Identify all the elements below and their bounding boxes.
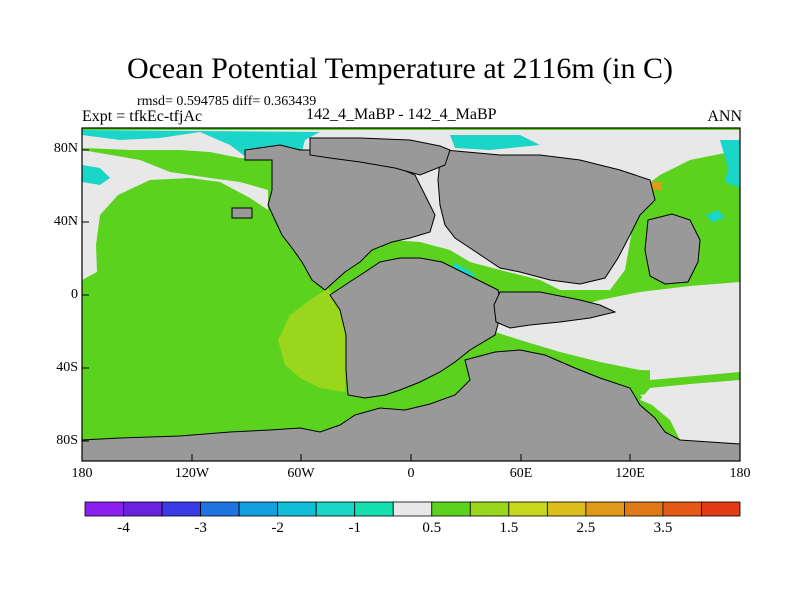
colorbar-swatch [546,501,587,517]
colorbar-swatch [392,501,433,517]
colorbar-swatch [701,501,741,517]
warm-pixel-east [652,182,662,190]
lon-label-60w: 60W [287,466,315,481]
map-ticks [81,149,741,461]
warm-patch-south-pacific [278,288,347,392]
colorbar-label: -3 [194,520,207,536]
lat-label-40n: 40N [53,214,78,229]
lon-label-60e: 60E [509,466,533,481]
colorbar-swatch [161,501,201,517]
colorbar-label: 1.5 [499,520,519,536]
colorbar-swatch [354,501,394,517]
colorbar-label: 3.5 [653,520,673,536]
lat-label-40s: 40S [56,360,78,375]
colorbar-swatch [315,501,356,517]
colorbar-swatch [469,501,510,517]
colorbar-swatch [84,501,124,517]
cold-patch-arctic-east [450,135,540,150]
colorbar-swatch [123,501,163,517]
map-title: Ocean Potential Temperature at 2116m (in… [126,52,674,85]
lon-label-180e: 180 [729,466,751,481]
near-zero-region-south [640,388,740,445]
colorbar-label: -1 [348,520,361,536]
land-north-eurasia [437,149,656,285]
season-label: ANN [707,108,742,125]
land-east-island [644,213,701,285]
case-label: 142_4_MaBP - 142_4_MaBP [306,106,497,123]
colorbar-label: 0.5 [422,520,442,536]
near-zero-region-north-pacific [82,150,268,280]
lon-label-0: 0 [407,466,415,481]
lat-label-0: 0 [71,287,78,302]
lat-label-80n: 80N [53,141,78,156]
colorbar-label: -4 [117,520,130,536]
colorbar-swatch [200,501,240,517]
colorbar-label: -2 [271,520,284,536]
land-small-island [231,207,253,219]
colorbar-swatch [431,501,471,517]
colorbar-label: 2.5 [576,520,596,536]
colorbar-swatch [238,501,279,517]
lon-label-120w: 120W [174,466,210,481]
cold-patch-ne [720,140,740,188]
land-southeast-asia [493,291,617,329]
cold-patch-small-east [706,210,725,222]
land-south-america-africa [329,257,503,399]
colorbar-swatch [277,501,317,517]
colorbar-swatch [624,501,664,517]
land-arctic-islands [309,137,451,176]
cold-patch-arctic-band [82,165,110,185]
lat-label-80s: 80S [56,433,78,448]
experiment-label: Expt = tfkEc-tfjAc [82,108,203,125]
colorbar-swatch [585,501,625,517]
rmsd-diff-stats: rmsd= 0.594785 diff= 0.363439 [137,94,317,109]
lon-label-180w: 180 [71,466,93,481]
colorbar [84,501,741,517]
lon-label-120e: 120E [615,466,645,481]
colorbar-swatch [508,501,548,517]
colorbar-swatch [662,501,702,517]
